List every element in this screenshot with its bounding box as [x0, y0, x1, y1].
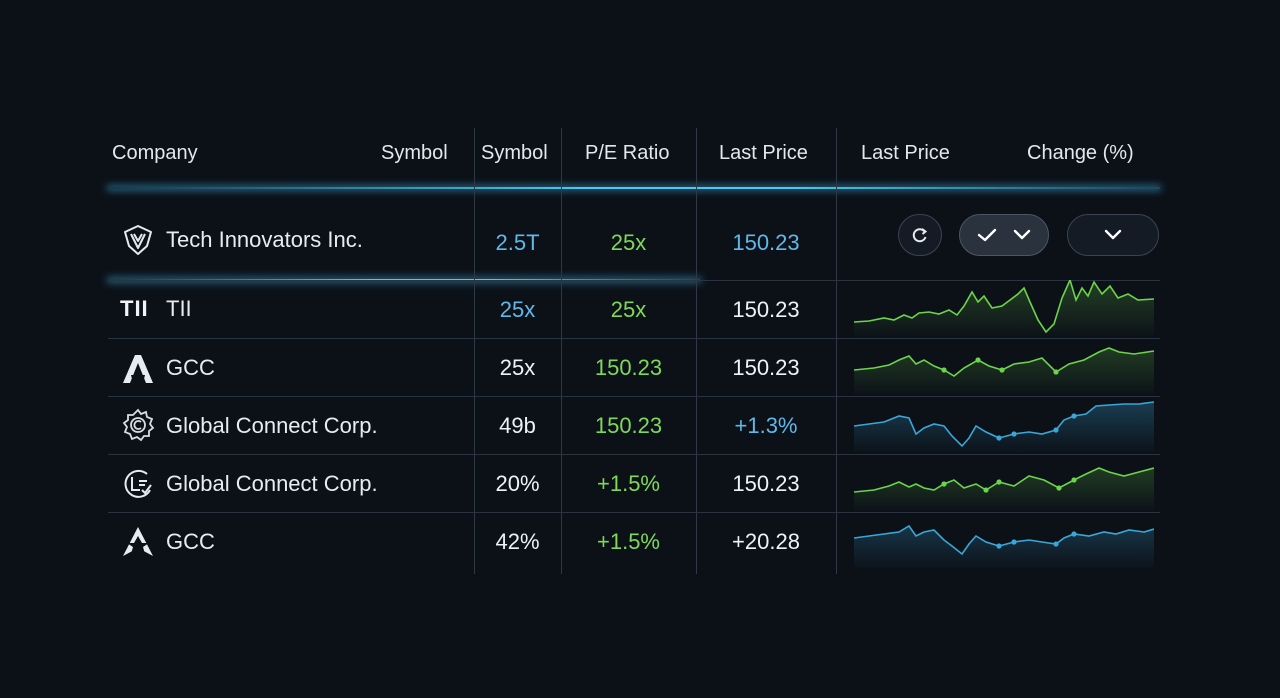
cell-value: 150.23: [594, 355, 663, 380]
cell-value: 150.23: [732, 297, 800, 322]
cell-value: 150.23: [594, 413, 663, 438]
column-divider: [836, 128, 837, 574]
header-company[interactable]: Company: [112, 142, 198, 164]
table-row[interactable]: Global Connect Corp. 20% +1.5% 150.23: [108, 454, 1160, 512]
cell-value: 2.5T: [495, 230, 540, 255]
table-row[interactable]: GCC 25x 150.23 150.23: [108, 338, 1160, 396]
table-row[interactable]: GCC 42% +1.5% +20.28: [108, 512, 1160, 570]
table-header: Company Symbol Symbol P/E Ratio Last Pri…: [108, 128, 1160, 186]
sparkline-chart: [854, 347, 1154, 396]
cell-value: 25x: [499, 297, 536, 322]
cell-value: 49b: [499, 413, 536, 438]
stock-table: Company Symbol Symbol P/E Ratio Last Pri…: [108, 128, 1160, 574]
header-last-price[interactable]: Last Price: [719, 142, 808, 164]
column-divider: [696, 128, 697, 574]
cell-value: 150.23: [732, 471, 800, 496]
company-name: GCC: [166, 355, 215, 380]
cell-value: +20.28: [732, 529, 800, 554]
company-name: Global Connect Corp.: [166, 471, 378, 496]
company-name: Global Connect Corp.: [166, 413, 378, 438]
column-divider: [474, 128, 475, 574]
header-divider-glow: [108, 187, 1160, 189]
cell-value: 25x: [499, 355, 536, 380]
sparkline-chart: [854, 467, 1154, 512]
company-name: TII: [166, 296, 192, 321]
check-icon: [977, 228, 997, 242]
cell-value: +1.5%: [597, 471, 660, 496]
a-logo: [123, 355, 153, 383]
header-pe-ratio[interactable]: P/E Ratio: [585, 142, 670, 164]
refresh-button[interactable]: [898, 214, 942, 256]
shield-icon: [124, 225, 152, 255]
row-divider: [108, 396, 1160, 397]
company-name: GCC: [166, 529, 215, 554]
cell-value: +1.5%: [597, 529, 660, 554]
column-divider: [561, 128, 562, 574]
header-symbol-2[interactable]: Symbol: [481, 142, 548, 164]
cell-value: 20%: [495, 471, 540, 496]
row-divider: [108, 280, 1160, 281]
header-last-price-2[interactable]: Last Price: [861, 142, 950, 164]
refresh-icon: [912, 228, 928, 243]
header-change[interactable]: Change (%): [1027, 142, 1134, 164]
table-row[interactable]: Global Connect Corp. 49b 150.23 +1.3%: [108, 396, 1160, 454]
confirm-toggle-button[interactable]: [959, 214, 1049, 256]
sparkline-chart: [854, 524, 1154, 570]
tii-logo: TII: [120, 296, 149, 321]
row-divider: [108, 512, 1160, 513]
gear-icon: [122, 408, 155, 442]
cell-value: 25x: [610, 297, 647, 322]
cell-value: 150.23: [732, 230, 800, 255]
chevron-down-icon: [1013, 229, 1031, 240]
sparkline-chart: [854, 401, 1154, 454]
cell-value: 42%: [495, 529, 540, 554]
table-row[interactable]: TII TII 25x 25x 150.23: [108, 280, 1160, 338]
chevron-down-icon: [1104, 229, 1122, 240]
row-divider: [108, 338, 1160, 339]
globe-icon: [124, 469, 152, 498]
cell-value: 25x: [610, 230, 647, 255]
dropdown-button[interactable]: [1067, 214, 1159, 256]
table-row[interactable]: Tech Innovators Inc. 2.5T 25x 150.23: [108, 212, 1160, 270]
header-symbol[interactable]: Symbol: [381, 142, 448, 164]
sparkline-chart: [854, 280, 1154, 338]
cell-value: +1.3%: [734, 413, 798, 438]
cell-value: 150.23: [732, 355, 800, 380]
row-divider: [108, 454, 1160, 455]
company-name: Tech Innovators Inc.: [166, 227, 363, 252]
star-icon: [123, 527, 153, 556]
